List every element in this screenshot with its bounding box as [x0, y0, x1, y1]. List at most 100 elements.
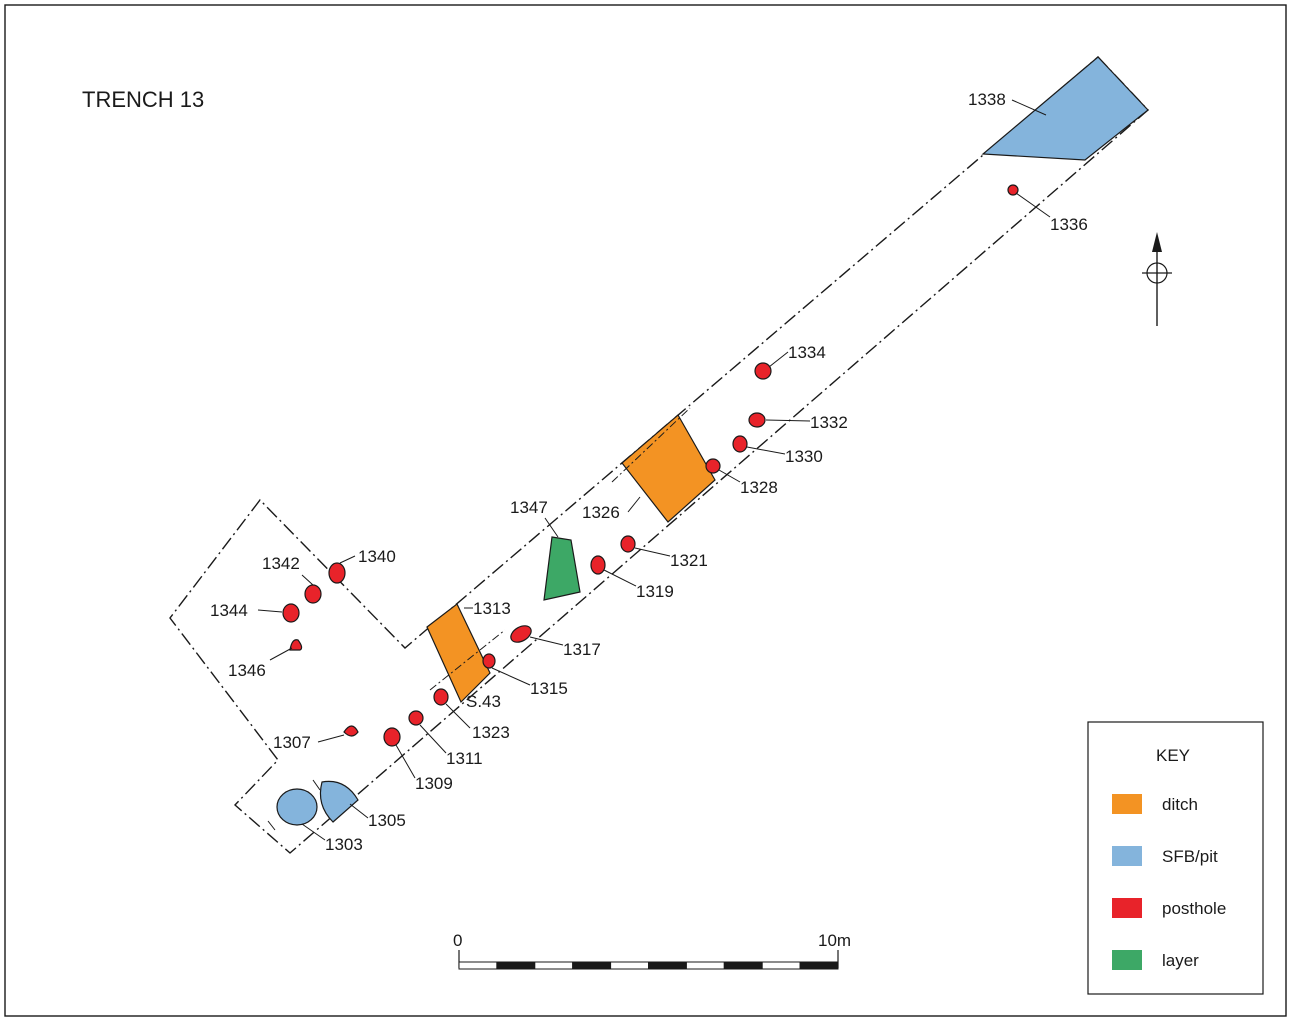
leader-1340	[339, 555, 356, 564]
posthole-1336	[1007, 184, 1019, 196]
posthole-1315	[482, 653, 496, 669]
key-title: KEY	[1156, 746, 1190, 765]
key-swatch	[1112, 950, 1142, 970]
label-1342: 1342	[262, 554, 300, 573]
scale-segment	[496, 961, 536, 970]
label-1319: 1319	[636, 582, 674, 601]
section-line-s43	[429, 629, 506, 691]
key-swatch	[1112, 898, 1142, 918]
posthole-1332	[748, 412, 766, 428]
feature-labels: 1336 1338 1334 1332 1330 1328 1326 1321 …	[210, 90, 1088, 854]
label-1321: 1321	[670, 551, 708, 570]
leader-lines	[257, 99, 1051, 841]
posthole-1307	[343, 725, 359, 737]
sfb-1303	[276, 788, 318, 826]
postholes	[282, 184, 1019, 747]
label-1346: 1346	[228, 661, 266, 680]
leader-1323	[445, 703, 471, 729]
key-swatch	[1112, 846, 1142, 866]
label-1303: 1303	[325, 835, 363, 854]
key-item-label: posthole	[1162, 899, 1226, 918]
label-1340: 1340	[358, 547, 396, 566]
key-item-label: ditch	[1162, 795, 1198, 814]
label-1315: 1315	[530, 679, 568, 698]
leader-1307	[317, 734, 345, 743]
label-1309: 1309	[415, 774, 453, 793]
leader-1303	[301, 823, 326, 841]
leader-1305	[349, 803, 369, 819]
posthole-1334	[754, 362, 772, 380]
label-1336: 1336	[1050, 215, 1088, 234]
scale-segment	[648, 961, 687, 970]
leader-1332	[765, 419, 811, 422]
sfb-1305	[319, 780, 359, 823]
label-1347: 1347	[510, 498, 548, 517]
key-item-label: layer	[1162, 951, 1199, 970]
trench-title: TRENCH 13	[82, 87, 204, 112]
leader-1346	[269, 647, 293, 661]
section-tick	[312, 779, 321, 791]
posthole-1344	[282, 603, 300, 623]
scale-end-label: 10m	[818, 931, 851, 950]
leader-1342	[301, 574, 314, 586]
posthole-1346	[289, 639, 303, 651]
key-item-label: SFB/pit	[1162, 847, 1218, 866]
label-1317: 1317	[563, 640, 601, 659]
posthole-1319	[590, 555, 606, 575]
label-1307: 1307	[273, 733, 311, 752]
label-1326: 1326	[582, 503, 620, 522]
scale-start-label: 0	[453, 931, 462, 950]
leader-1311	[419, 724, 447, 754]
leader-1330	[746, 446, 786, 455]
scale-segment	[723, 961, 763, 970]
scale-segment	[610, 961, 649, 970]
key-swatch	[1112, 794, 1142, 814]
leader-1328	[718, 469, 741, 483]
label-1338: 1338	[968, 90, 1006, 109]
section-tick	[267, 820, 276, 831]
ditch-1313	[426, 603, 491, 704]
label-s43: S.43	[466, 692, 501, 711]
scale-segment	[572, 961, 612, 970]
label-1344: 1344	[210, 601, 248, 620]
posthole-1328	[705, 458, 721, 474]
scale-bar: 0 10m	[453, 931, 851, 970]
key-legend: KEY ditch SFB/pit posthole layer	[1087, 721, 1264, 995]
label-1305: 1305	[368, 811, 406, 830]
leader-1326	[627, 496, 641, 513]
scale-segment	[534, 961, 574, 970]
scale-segment	[761, 961, 801, 970]
leader-1319	[603, 569, 637, 587]
section-line	[611, 407, 691, 483]
leader-1317	[529, 636, 564, 646]
label-1334: 1334	[788, 343, 826, 362]
leader-1309	[395, 744, 416, 779]
north-arrow-icon	[1142, 232, 1172, 326]
posthole-1309	[383, 727, 401, 747]
ditch-1326	[621, 414, 716, 523]
leader-1315	[491, 667, 531, 686]
leader-1347	[544, 517, 559, 538]
leader-1321	[634, 547, 671, 557]
trench-outline	[169, 56, 1150, 854]
posthole-1321	[620, 535, 636, 553]
leader-1336	[1015, 192, 1051, 218]
scale-segment	[458, 961, 498, 970]
map-frame	[4, 4, 1287, 1017]
posthole-1340	[328, 562, 346, 584]
leader-1334	[768, 351, 789, 368]
posthole-1342	[304, 584, 322, 604]
label-1332: 1332	[810, 413, 848, 432]
label-1328: 1328	[740, 478, 778, 497]
posthole-1330	[732, 435, 748, 453]
label-1313: 1313	[473, 599, 511, 618]
leader-1344	[257, 609, 283, 613]
label-1311: 1311	[446, 749, 483, 768]
posthole-1317	[510, 625, 532, 643]
sfb-1338	[981, 56, 1149, 161]
layer-1347	[543, 536, 581, 601]
leader-1338	[1011, 99, 1047, 116]
posthole-1311	[408, 710, 424, 726]
label-1330: 1330	[785, 447, 823, 466]
